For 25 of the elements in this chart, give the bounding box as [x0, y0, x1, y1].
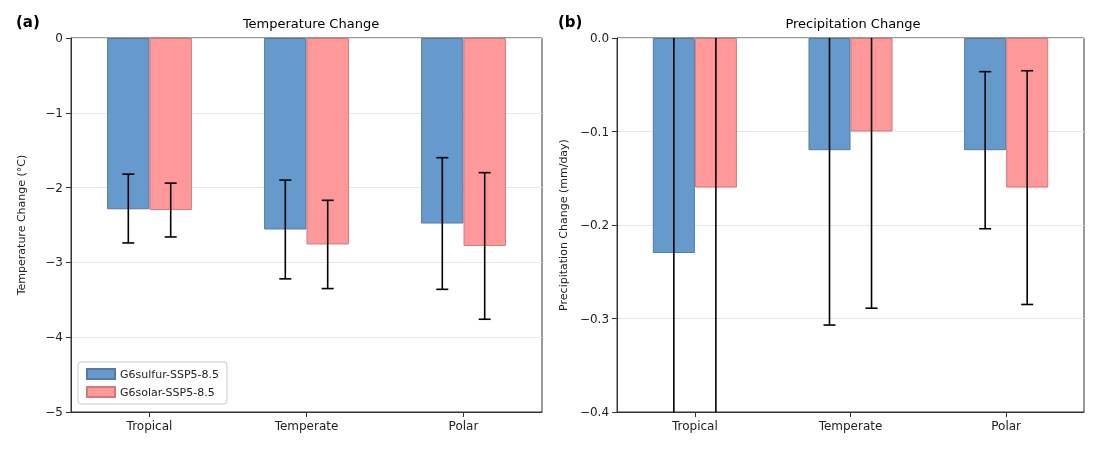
- x-tick-label: Tropical: [125, 419, 173, 433]
- x-tick-label: Polar: [991, 419, 1022, 433]
- text: (a): [16, 12, 40, 31]
- y-tick-label: 0: [55, 31, 63, 45]
- y-axis-title: Precipitation Change (mm/day): [557, 139, 570, 311]
- y-tick-label: −0.3: [579, 311, 610, 326]
- x-tick-label: Temperate: [273, 419, 339, 433]
- legend-label: G6sulfur-SSP5-8.5: [120, 367, 219, 381]
- y-tick-label: −5: [45, 405, 63, 419]
- y-axis-title: Temperature Change (°C): [15, 154, 28, 297]
- legend-label: G6solar-SSP5-8.5: [120, 385, 215, 399]
- y-tick-label: −2: [45, 180, 63, 195]
- y-tick-label: 0.0: [589, 31, 610, 45]
- y-tick-label: −0.2: [579, 218, 610, 232]
- y-tick-label: −4: [45, 330, 63, 345]
- y-tick-label: −0.4: [579, 405, 610, 419]
- chart-title: Precipitation Change: [785, 16, 921, 31]
- x-tick-label: Temperate: [817, 419, 883, 433]
- text: (b): [558, 12, 583, 31]
- x-tick-label: Polar: [448, 419, 479, 433]
- y-tick-label: −1: [45, 105, 63, 120]
- y-tick-label: −3: [45, 255, 63, 270]
- x-tick-label: Tropical: [670, 419, 718, 433]
- y-tick-label: −0.1: [579, 124, 610, 139]
- chart-title: Temperature Change: [241, 16, 380, 31]
